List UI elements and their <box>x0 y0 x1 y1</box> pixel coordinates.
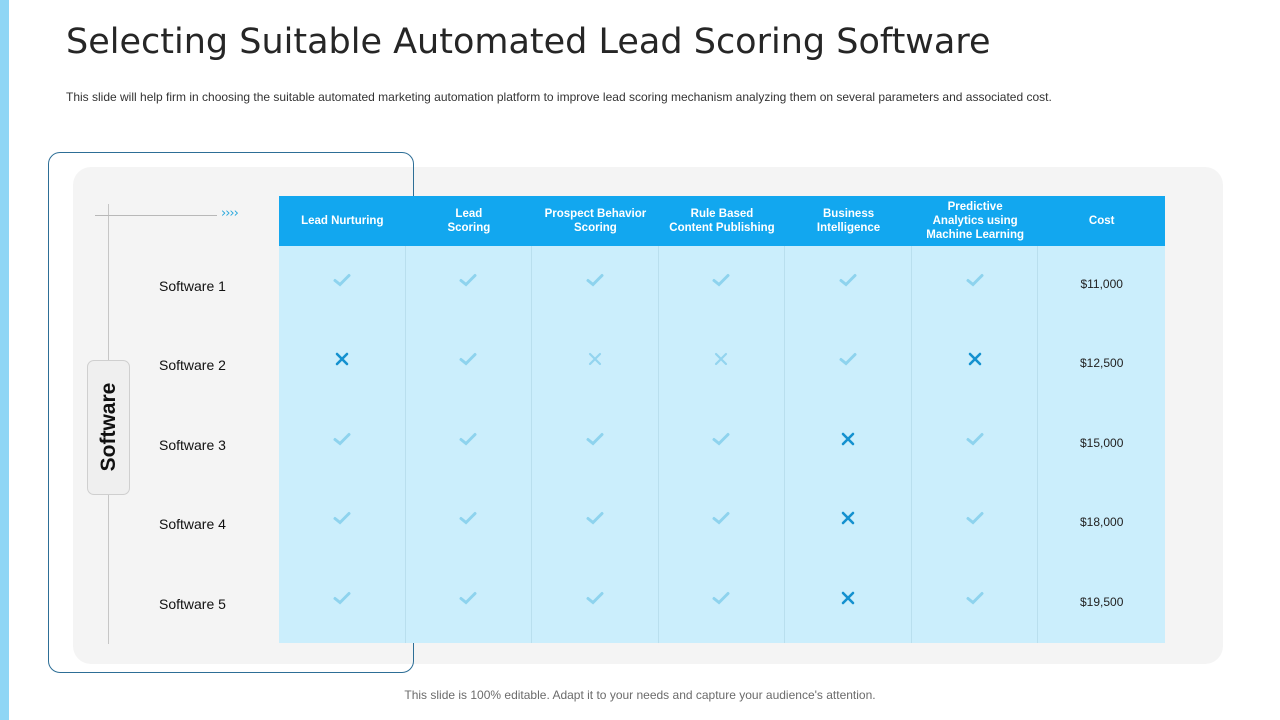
table-cell <box>658 404 786 485</box>
check-icon <box>966 512 984 525</box>
check-icon <box>712 512 730 525</box>
cost-value: $19,500 <box>1080 594 1124 609</box>
check-icon <box>333 274 351 287</box>
table-cell <box>405 404 533 485</box>
table-cell <box>279 563 406 643</box>
column-header: Lead Scoring <box>405 196 533 246</box>
check-icon <box>459 591 477 605</box>
table-cell <box>785 563 912 643</box>
table-cell <box>658 484 786 564</box>
check-icon <box>839 353 857 366</box>
table-cell <box>532 325 659 405</box>
slide-footer: This slide is 100% editable. Adapt it to… <box>404 688 876 702</box>
cost-cell: $11,000 <box>1038 246 1165 326</box>
table-cell <box>911 563 1039 643</box>
check-icon <box>966 274 984 287</box>
table-cell <box>532 484 659 564</box>
check-icon <box>966 432 984 446</box>
table-cell <box>405 325 533 405</box>
software-row-label: Software 2 <box>159 357 226 374</box>
table-cell <box>405 563 533 643</box>
software-row-label: Software 5 <box>159 595 226 612</box>
check-icon <box>712 274 730 287</box>
software-row-label: Software 4 <box>159 516 226 533</box>
table-cell <box>279 325 406 405</box>
check-icon <box>586 432 604 446</box>
column-header: Prospect Behavior Scoring <box>532 196 659 246</box>
column-header: Lead Nurturing <box>279 196 406 246</box>
check-icon <box>333 591 351 605</box>
check-icon <box>333 512 351 525</box>
column-header: Predictive Analytics using Machine Learnin… <box>911 196 1039 246</box>
table-cell <box>532 563 659 643</box>
check-icon <box>586 591 604 605</box>
check-icon <box>839 274 857 287</box>
horizontal-guide-line <box>95 215 217 216</box>
table-cell <box>785 325 912 405</box>
left-accent-bar <box>0 0 9 720</box>
table-cell <box>911 404 1039 485</box>
slide-title: Selecting Suitable Automated Lead Scorin… <box>66 22 991 62</box>
check-icon <box>333 432 351 446</box>
software-side-label: Software <box>97 382 120 472</box>
table-cell <box>785 246 912 326</box>
check-icon <box>712 432 730 446</box>
table-cell <box>405 484 533 564</box>
cross-icon <box>841 432 855 446</box>
cost-cell: $15,000 <box>1038 404 1165 485</box>
table-cell <box>911 484 1039 564</box>
software-label-pill <box>87 360 130 495</box>
cross-icon <box>841 591 855 604</box>
comparison-table: Lead Nurturing Lead Scoring Prospect Behavi… <box>279 196 1165 643</box>
column-header: Business Intelligence <box>785 196 912 246</box>
cost-value: $11,000 <box>1080 277 1123 291</box>
table-cell <box>405 246 533 326</box>
check-icon <box>459 432 477 446</box>
cost-cell: $19,500 <box>1038 563 1165 643</box>
table-cell <box>279 404 406 485</box>
cost-value: $18,000 <box>1080 515 1124 530</box>
column-header: Rule Based Content Publishing <box>658 196 786 246</box>
table-cell <box>658 246 786 326</box>
check-icon <box>459 353 477 366</box>
check-icon <box>586 512 604 525</box>
check-icon <box>966 591 984 605</box>
table-cell <box>658 325 786 405</box>
slide-subtitle: This slide will help firm in choosing th… <box>66 90 1052 104</box>
table-cell <box>658 563 786 643</box>
cross-icon <box>335 353 349 366</box>
chevrons-right-icon: ›››› <box>221 206 239 221</box>
table-cell <box>785 484 912 564</box>
check-icon <box>586 274 604 287</box>
cross-icon <box>841 511 855 525</box>
check-icon <box>459 274 477 287</box>
cross-icon <box>968 353 981 366</box>
software-row-label: Software 3 <box>159 436 226 453</box>
software-row-label: Software 1 <box>159 278 226 294</box>
table-cell <box>911 246 1039 326</box>
table-cell <box>785 404 912 485</box>
table-cell <box>532 404 659 485</box>
cross-icon <box>588 353 602 366</box>
table-cell <box>911 325 1039 405</box>
check-icon <box>712 591 730 605</box>
table-cell <box>532 246 659 326</box>
cost-cell: $12,500 <box>1038 325 1165 405</box>
table-cell <box>279 484 406 564</box>
cross-icon <box>715 353 728 366</box>
table-cell <box>279 246 406 326</box>
cost-value: $12,500 <box>1080 356 1124 371</box>
cost-cell: $18,000 <box>1038 484 1165 564</box>
cost-value: $15,000 <box>1080 435 1124 450</box>
check-icon <box>459 512 477 525</box>
column-header: Cost <box>1038 196 1165 246</box>
